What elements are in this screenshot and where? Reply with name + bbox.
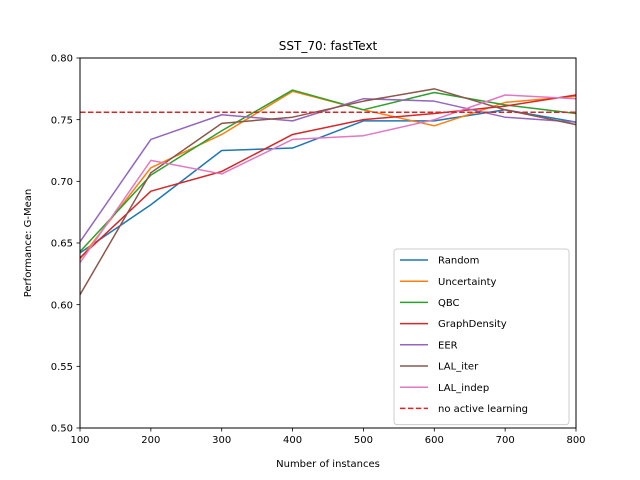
x-axis: 100 200 300 400 500 600 700 800 <box>70 428 586 446</box>
legend: Random Uncertainty QBC GraphDensity EER LAL_i… <box>393 248 570 426</box>
chart-title: SST_70: fastText <box>279 39 378 53</box>
x-tick-label: 200 <box>141 435 160 446</box>
x-tick-label: 500 <box>354 435 373 446</box>
legend-label: Uncertainty <box>438 277 497 288</box>
y-tick-label: 0.80 <box>51 54 73 65</box>
y-tick-label: 0.70 <box>51 177 73 188</box>
x-tick-label: 400 <box>283 435 302 446</box>
y-axis-label: Performance: G-Mean <box>23 189 34 298</box>
legend-label: QBC <box>438 298 460 309</box>
x-tick-label: 300 <box>212 435 231 446</box>
y-tick-label: 0.75 <box>51 115 73 126</box>
legend-label: LAL_iter <box>438 362 479 373</box>
legend-label: Random <box>438 256 479 267</box>
plot-area <box>79 88 577 296</box>
y-tick-label: 0.55 <box>51 362 73 373</box>
series-line-qbc <box>79 89 577 253</box>
y-tick-label: 0.60 <box>51 300 73 311</box>
legend-label: GraphDensity <box>438 319 507 330</box>
x-axis-label: Number of instances <box>276 459 380 470</box>
x-tick-label: 100 <box>70 435 89 446</box>
series-line-graphdensity <box>79 94 577 259</box>
y-axis: 0.50 0.55 0.60 0.65 0.70 0.75 0.80 <box>51 54 80 435</box>
legend-label: no active learning <box>438 404 528 415</box>
y-tick-label: 0.50 <box>51 424 73 435</box>
legend-label: LAL_indep <box>438 383 489 394</box>
y-tick-label: 0.65 <box>51 239 73 250</box>
legend-box <box>393 248 570 426</box>
x-tick-label: 700 <box>496 435 515 446</box>
series-line-lal-indep <box>79 94 577 264</box>
series-line-lal-iter <box>79 88 577 296</box>
legend-label: EER <box>438 340 458 351</box>
x-tick-label: 600 <box>425 435 444 446</box>
x-tick-label: 800 <box>566 435 585 446</box>
